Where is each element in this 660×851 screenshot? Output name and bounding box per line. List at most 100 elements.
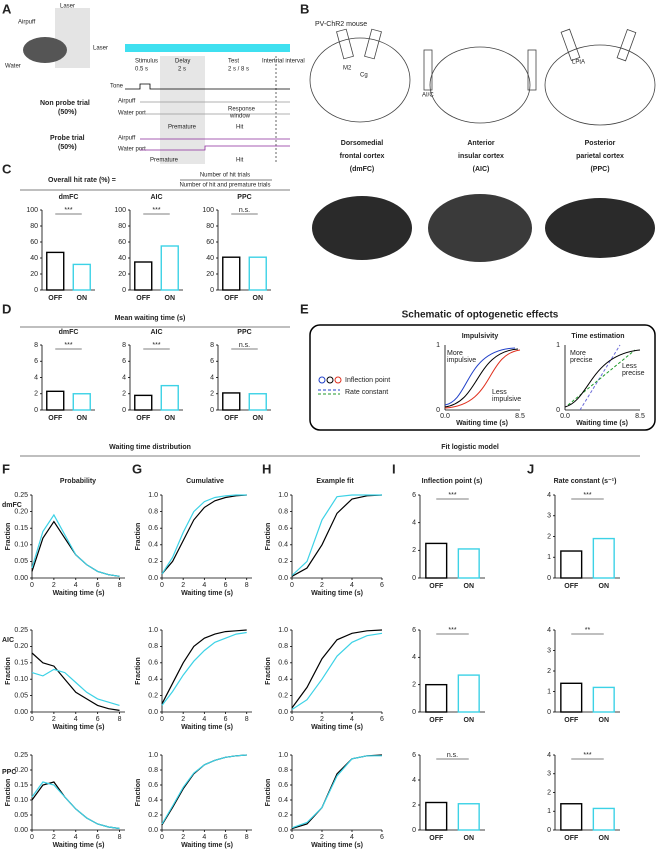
x-tick-label: 4: [202, 834, 206, 841]
region-label: insular cortex: [458, 153, 504, 160]
y-tick-label: 40: [206, 255, 214, 262]
x-tick-label: 6: [224, 834, 228, 841]
y-tick-label: 0.2: [278, 558, 288, 565]
y-tick-label: 0.0: [278, 709, 288, 716]
series-line: [31, 513, 120, 577]
y-tick-label: 1.0: [148, 627, 158, 634]
y-tick-label: 40: [30, 255, 38, 262]
label: AI/C: [422, 93, 434, 99]
bar: [72, 393, 91, 411]
y-tick-label: 0.8: [278, 767, 288, 774]
x-tick-label: 0: [30, 582, 34, 589]
y-tick-label: 0: [34, 287, 38, 294]
y-tick-label: 0.6: [278, 525, 288, 532]
annotation: ***: [583, 492, 591, 499]
label: 2 s: [178, 67, 186, 73]
row-label: dmFC: [2, 502, 22, 509]
x-tick-label: OFF: [429, 717, 444, 724]
series-line: [291, 754, 383, 830]
annotation: ***: [448, 492, 456, 499]
label: Laser: [60, 4, 75, 10]
y-tick-label: 3: [547, 513, 551, 520]
label: Cg: [360, 73, 368, 79]
laser-bar: [125, 44, 290, 52]
y-tick-label: 0.6: [278, 782, 288, 789]
annotation: n.s.: [239, 207, 250, 214]
x-tick-label: OFF: [136, 415, 151, 422]
bar: [457, 674, 480, 713]
y-axis-label: Fraction: [135, 779, 142, 807]
x-tick-label: 6: [380, 716, 384, 723]
legend-label: Inflection point: [345, 377, 390, 384]
label: Premature: [150, 158, 179, 164]
chart-title: AIC: [150, 329, 162, 336]
x-axis-label: Waiting time (s): [53, 590, 105, 597]
x-tick-label: 0: [160, 834, 164, 841]
bar: [592, 686, 615, 713]
x-tick-label: ON: [77, 295, 88, 302]
y-tick-label: 0.0: [148, 709, 158, 716]
y-tick-label: 1: [547, 688, 551, 695]
y-tick-label: 0.4: [278, 676, 288, 683]
y-tick-label: 60: [206, 239, 214, 246]
x-tick-label: 6: [96, 834, 100, 841]
y-tick-label: 100: [26, 207, 38, 214]
bar: [160, 384, 179, 411]
bar: [222, 392, 241, 411]
x-tick-label: ON: [599, 583, 610, 590]
label: Water port: [118, 111, 146, 117]
series-line: [291, 755, 382, 829]
x-tick-label: ON: [253, 295, 264, 302]
bar: [160, 245, 179, 291]
region-label: (AIC): [473, 166, 490, 173]
y-tick-label: 0: [210, 407, 214, 414]
y-tick-label: 0.10: [14, 676, 28, 683]
y-tick-label: 8: [122, 342, 126, 349]
y-tick-label: 0.05: [14, 812, 28, 819]
y-axis-label: Fraction: [265, 523, 272, 551]
bar: [134, 261, 153, 291]
label: LPtA: [572, 60, 585, 66]
x-tick-label: OFF: [564, 835, 579, 842]
x-tick-label: OFF: [564, 583, 579, 590]
y-tick-label: 0.2: [148, 692, 158, 699]
x-tick-label: 4: [74, 582, 78, 589]
x-tick-label: 8: [245, 834, 249, 841]
x-tick-label: OFF: [429, 583, 444, 590]
label: window: [229, 114, 251, 120]
y-tick-label: 1: [547, 554, 551, 561]
series-line: [291, 629, 383, 709]
label: Stimulus: [135, 59, 158, 65]
y-axis-label: Fraction: [5, 779, 12, 807]
bar: [425, 542, 448, 579]
histology-image: [312, 196, 412, 260]
y-tick-label: 4: [412, 520, 416, 527]
x-tick-label: 4: [202, 716, 206, 723]
y-tick-label: 4: [547, 627, 551, 634]
x-tick-label: 8: [118, 834, 122, 841]
x-tick-label: ON: [464, 717, 475, 724]
fiber: [560, 28, 581, 61]
column-title: Example fit: [316, 478, 354, 485]
y-tick-label: 0: [34, 407, 38, 414]
series-line: [31, 520, 120, 577]
brain-outline: [429, 46, 531, 124]
x-tick-label: 2: [181, 716, 185, 723]
x-tick-label: 4: [350, 834, 354, 841]
y-tick-label: 80: [30, 223, 38, 230]
label: Airpuff: [118, 99, 136, 105]
bar: [425, 801, 448, 831]
label: Probe trial: [50, 135, 85, 142]
x-tick-label: OFF: [429, 835, 444, 842]
y-tick-label: 100: [114, 207, 126, 214]
column-title: Cumulative: [186, 478, 224, 485]
label: Non probe trial: [40, 100, 90, 107]
y-tick-label: 0.6: [148, 782, 158, 789]
label: Intertrial interval: [262, 59, 305, 65]
label: Hit: [236, 158, 244, 164]
curve: [444, 349, 521, 409]
annotation: **: [585, 627, 591, 634]
legend-marker: [318, 376, 326, 384]
region-label: parietal cortex: [576, 153, 624, 160]
